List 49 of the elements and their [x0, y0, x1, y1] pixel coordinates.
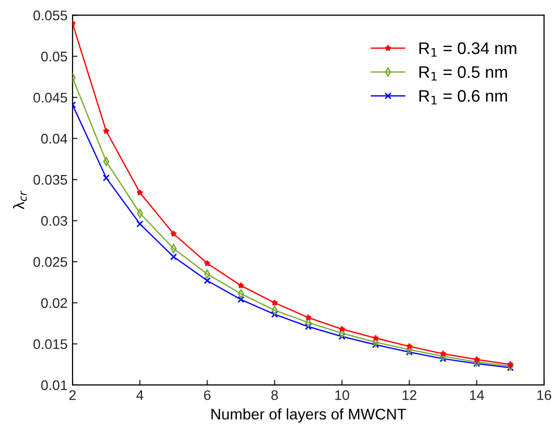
legend-label: R$_{1}$ = 0.34 nm	[419, 42, 516, 57]
y-tick-label: 0.035	[33, 174, 68, 185]
point	[271, 310, 278, 318]
point	[136, 220, 144, 228]
point	[473, 360, 480, 368]
point	[406, 348, 413, 356]
point	[440, 350, 446, 357]
point	[440, 355, 446, 362]
y-tick-label: 0.055	[33, 10, 68, 20]
y-tick-label: 0.025	[33, 257, 68, 267]
y-tick-label: 0.02	[41, 298, 67, 308]
point	[473, 356, 480, 362]
y-tick-label: 0.05	[41, 52, 68, 62]
x-tick-label: 2	[69, 390, 76, 400]
legend-label: R$_{1}$ = 0.6 nm	[419, 90, 507, 104]
point	[136, 189, 144, 196]
point	[372, 341, 380, 348]
y-axis-title: λ$_{cr}$	[13, 190, 27, 210]
point	[238, 282, 244, 288]
point	[102, 174, 110, 182]
point	[507, 360, 514, 368]
point	[204, 277, 211, 284]
point	[102, 128, 110, 134]
point	[338, 326, 346, 332]
point	[237, 296, 244, 303]
y-tick-label: 0.04	[41, 134, 68, 144]
y-tick-label: 0.01	[41, 380, 68, 390]
point	[204, 260, 211, 266]
point	[170, 253, 178, 260]
point	[271, 299, 278, 306]
y-tick-label: 0.03	[41, 216, 68, 226]
x-tick-label: 6	[204, 390, 211, 400]
x-tick-label: 4	[136, 390, 144, 400]
x-tick-label: 14	[470, 390, 484, 400]
point	[304, 323, 312, 330]
y-tick-label: 0.015	[33, 339, 68, 350]
point	[372, 334, 379, 342]
x-tick-label: 10	[335, 390, 350, 400]
x-tick-label: 8	[271, 390, 278, 400]
x-tick-label: 12	[402, 390, 416, 400]
y-tick-label: 0.045	[33, 92, 68, 103]
point	[406, 342, 413, 350]
point	[338, 333, 346, 340]
point	[304, 314, 312, 321]
point	[170, 230, 177, 237]
legend-label: R$_{1}$ = 0.5 nm	[419, 66, 507, 81]
x-tick-label: 16	[537, 390, 552, 400]
point	[506, 364, 514, 372]
x-axis-title: Number of layers of MWCNT	[212, 408, 406, 423]
